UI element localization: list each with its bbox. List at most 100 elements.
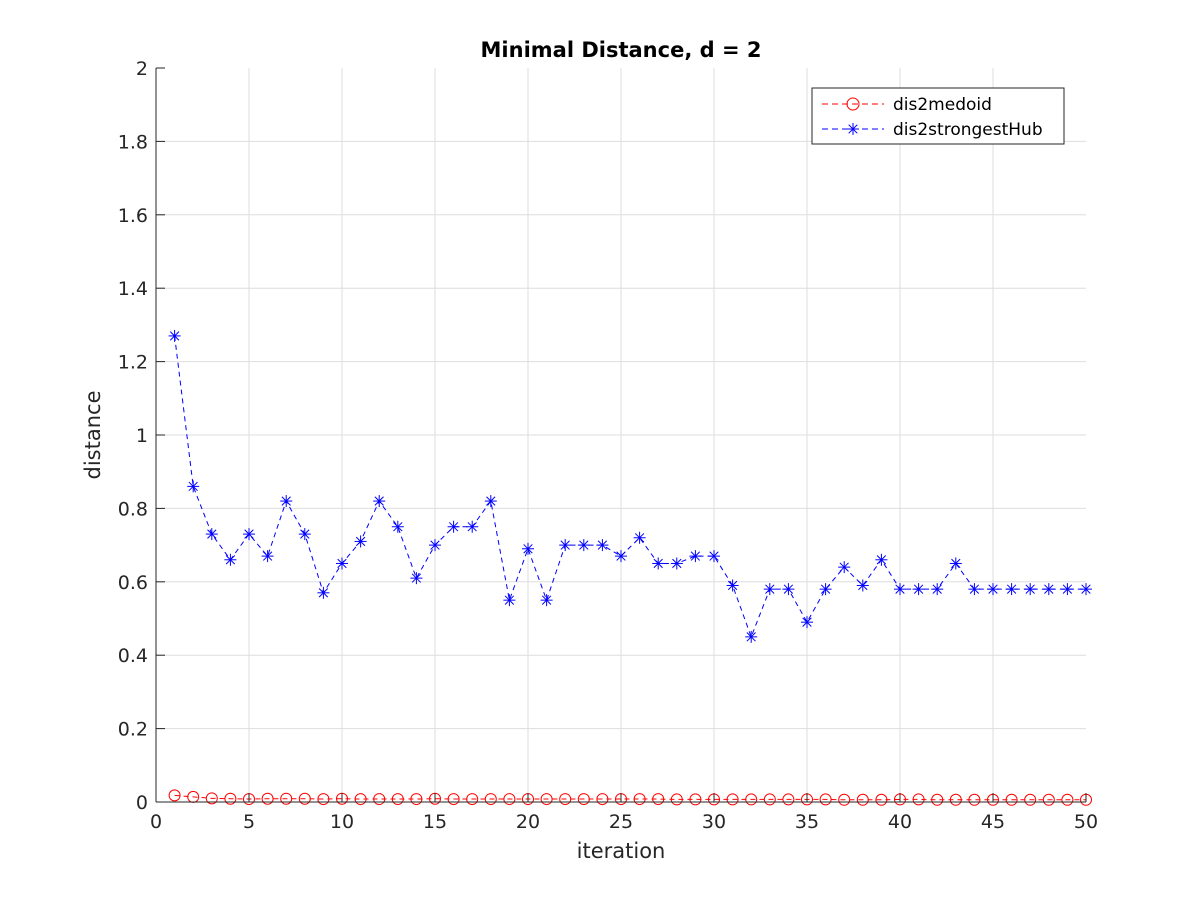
asterisk-stroke (318, 588, 329, 598)
data-point (875, 553, 888, 566)
asterisk-stroke (746, 632, 756, 642)
asterisk-stroke (597, 540, 608, 550)
data-point (466, 520, 479, 533)
data-point (410, 793, 423, 806)
x-tick-label: 40 (888, 811, 912, 833)
series-dis2strongestHub (168, 329, 1092, 643)
asterisk-stroke (560, 540, 570, 550)
x-tick-label: 15 (423, 811, 447, 833)
asterisk-stroke (467, 522, 477, 532)
data-point (652, 557, 665, 570)
data-point (577, 793, 590, 806)
data-point (1024, 583, 1037, 596)
asterisk-stroke (448, 522, 459, 532)
data-point (782, 793, 795, 806)
data-point (912, 793, 925, 806)
series-layer (168, 329, 1092, 806)
asterisk-stroke (932, 584, 942, 594)
data-point (596, 539, 609, 552)
asterisk-stroke (820, 584, 831, 594)
asterisk-stroke (579, 540, 589, 550)
y-tick-label: 1.6 (118, 205, 148, 227)
x-axis-title: iteration (577, 839, 666, 863)
y-tick-label: 2 (136, 58, 148, 80)
asterisk-stroke (486, 496, 496, 506)
data-point (224, 792, 237, 805)
legend-label-dis2medoid: dis2medoid (893, 95, 992, 115)
asterisk-stroke (988, 584, 998, 594)
asterisk-stroke (244, 529, 254, 539)
x-tick-label: 35 (795, 811, 819, 833)
asterisk-stroke (523, 544, 533, 554)
asterisk-stroke (281, 496, 291, 506)
data-point (354, 793, 367, 806)
data-point (280, 495, 293, 508)
asterisk-stroke (895, 584, 905, 594)
y-tick-label: 1.8 (118, 131, 148, 153)
data-point (447, 793, 460, 806)
data-point (689, 550, 702, 563)
legend-entry-dis2strongestHub: dis2strongestHub (822, 120, 1043, 140)
data-point (745, 793, 758, 806)
data-point (838, 793, 851, 806)
y-tick-label: 0.4 (118, 645, 148, 667)
x-tick-label: 20 (516, 811, 540, 833)
data-point (763, 583, 776, 596)
asterisk-stroke (969, 584, 980, 594)
data-point (819, 793, 832, 806)
axes (155, 67, 1087, 803)
data-point (503, 594, 516, 607)
legend-asterisk-glyph (847, 123, 859, 135)
x-tick-label: 30 (702, 811, 726, 833)
data-point (205, 528, 218, 541)
data-point (1042, 793, 1055, 806)
data-point (745, 630, 758, 643)
data-point (410, 572, 423, 585)
data-point (243, 528, 255, 541)
asterisk-stroke (727, 580, 738, 591)
asterisk-stroke (262, 551, 273, 561)
legend-label-dis2strongestHub: dis2strongestHub (893, 120, 1043, 140)
x-tick-label: 0 (150, 811, 162, 833)
data-point (1005, 793, 1018, 806)
data-point (726, 579, 739, 592)
data-point (205, 792, 218, 805)
data-point (577, 539, 590, 552)
series-line-dis2medoid (174, 794, 1086, 801)
data-point (968, 583, 981, 596)
asterisk-stroke (393, 522, 403, 532)
y-tick-label: 0 (136, 792, 148, 814)
asterisk-stroke (616, 551, 626, 561)
data-point (615, 550, 627, 563)
y-tick-label: 0.6 (118, 572, 148, 594)
data-point (726, 793, 739, 806)
x-tick-label: 45 (981, 811, 1005, 833)
data-point (949, 557, 962, 570)
data-point (317, 793, 330, 806)
data-point (1005, 583, 1018, 596)
data-point (429, 539, 441, 552)
legend-marker-dis2medoid (846, 97, 860, 111)
asterisk-stroke (355, 536, 366, 547)
data-point (708, 550, 720, 563)
asterisk-stroke (1062, 584, 1073, 594)
data-point (856, 579, 869, 592)
legend-box (811, 87, 1065, 145)
data-point (391, 520, 404, 533)
data-point (987, 583, 999, 596)
data-point (559, 793, 572, 806)
data-point (168, 329, 181, 342)
data-point (373, 495, 386, 508)
data-point (894, 583, 906, 596)
asterisk-stroke (411, 573, 422, 583)
data-point (782, 583, 795, 596)
data-point (317, 586, 330, 599)
data-point (540, 594, 553, 607)
y-tick-label: 0.2 (118, 719, 148, 741)
asterisk-stroke (337, 558, 347, 569)
data-point (391, 793, 404, 806)
data-point (522, 542, 534, 555)
x-tick-label: 50 (1074, 811, 1098, 833)
data-point (856, 793, 869, 806)
data-point (931, 583, 944, 596)
